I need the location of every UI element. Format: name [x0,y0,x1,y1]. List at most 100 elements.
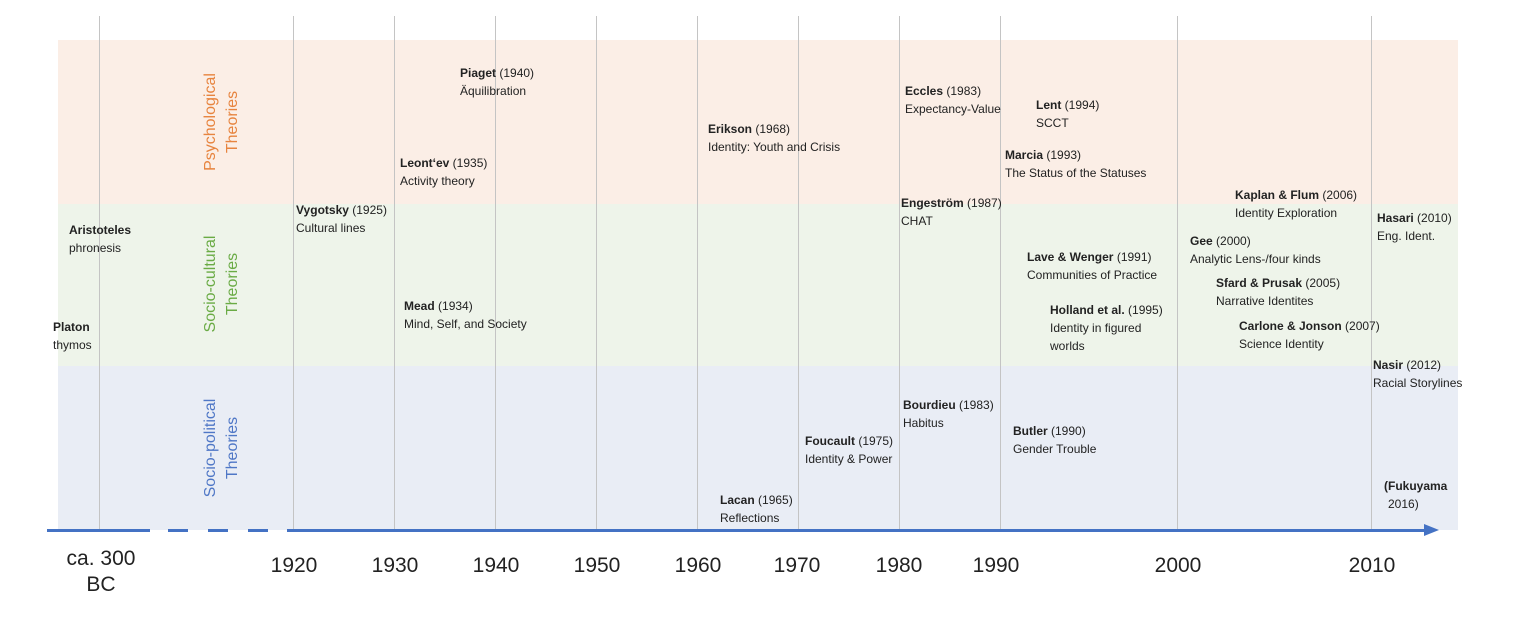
entry-year: (2005) [1302,276,1341,290]
entry-name: Bourdieu [903,398,956,412]
band-label-line: Theories [224,252,241,316]
entry-name: Sfard & Prusak [1216,276,1303,290]
entry-year: (1994) [1061,98,1100,112]
entry-desc: Narrative Identites [1216,294,1314,308]
entry-name: Carlone & Jonson [1239,319,1342,333]
entry-year: (2007) [1341,319,1380,333]
gridline-2000 [1177,16,1178,530]
psychological-band [58,40,1458,204]
entry-butler: Butler (1990) Gender Trouble [1013,422,1096,458]
entry-desc: 2016) [1388,497,1419,511]
entry-year: (1934) [434,299,473,313]
gridline-1980 [899,16,900,530]
entry-engestrom: Engeström (1987) CHAT [901,194,1002,230]
entry-name: Holland et al. [1050,303,1125,317]
entry-year: (1968) [752,122,791,136]
entry-leontev: Leont‘ev (1935) Activity theory [400,154,487,190]
tick-label: 1980 [875,554,923,577]
entry-name: Foucault [805,434,855,448]
axis-arrow-icon [1424,524,1439,536]
entry-desc: Science Identity [1239,337,1324,351]
entry-name: Nasir [1373,358,1404,372]
entry-year: (1991) [1113,250,1152,264]
tick-label: 1970 [773,554,821,577]
entry-lave-wenger: Lave & Wenger (1991) Communities of Prac… [1027,248,1157,284]
entry-name: Eccles [905,84,944,98]
entry-year: (2010) [1413,211,1452,225]
entry-desc: Expectancy-Value [905,102,1001,116]
entry-vygotsky: Vygotsky (1925) Cultural lines [296,201,387,237]
entry-name: Gee [1190,234,1213,248]
entry-name: (Fukuyama [1384,479,1448,493]
entry-year: (1935) [449,156,488,170]
entry-year: (1983) [955,398,994,412]
entry-name: Leont‘ev [400,156,450,170]
axis-line-main [287,529,1427,532]
entry-lacan: Lacan (1965) Reflections [720,491,793,527]
entry-desc: thymos [53,338,92,352]
entry-name: Piaget [460,66,497,80]
axis-dash [248,529,268,532]
entry-desc: Äquilibration [460,84,527,98]
entry-name: Lave & Wenger [1027,250,1114,264]
entry-lent: Lent (1994) SCCT [1036,96,1099,132]
entry-year: (1990) [1047,424,1086,438]
gridline-1940 [495,16,496,530]
entry-desc: Identity: Youth and Crisis [708,140,841,154]
entry-name: Hasari [1377,211,1414,225]
tick-label-ancient: ca. 300 BC [31,546,171,598]
entry-nasir: Nasir (2012) Racial Storylines [1373,356,1462,392]
tick-label: 1920 [270,554,318,577]
entry-desc: SCCT [1036,116,1069,130]
sociopolitical-theories-label: Socio-political Theories [200,368,244,528]
entry-mead: Mead (1934) Mind, Self, and Society [404,297,527,333]
entry-name: Erikson [708,122,753,136]
psychological-theories-label: Psychological Theories [200,42,244,202]
entry-year: (1925) [348,203,387,217]
tick-label: 2010 [1348,554,1396,577]
gridline-1930 [394,16,395,530]
entry-name: Kaplan & Flum [1235,188,1320,202]
tick-label: 1940 [472,554,520,577]
entry-name: Butler [1013,424,1048,438]
tick-label: 2000 [1154,554,1202,577]
gridline-ancient [99,16,100,530]
gridline-1950 [596,16,597,530]
entry-gee: Gee (2000) Analytic Lens-/four kinds [1190,232,1321,268]
sociopolitical-band [58,366,1458,530]
tick-label: 1960 [674,554,722,577]
entry-name: Mead [404,299,435,313]
entry-sfard-prusak: Sfard & Prusak (2005) Narrative Identite… [1216,274,1340,310]
band-label-line: Socio-cultural [202,235,219,333]
entry-desc: Reflections [720,511,780,525]
entry-desc: Gender Trouble [1013,442,1097,456]
entry-hasari: Hasari (2010) Eng. Ident. [1377,209,1452,245]
gridline-2010 [1371,16,1372,530]
entry-year: (1975) [855,434,894,448]
entry-year: (1965) [754,493,793,507]
entry-desc: Racial Storylines [1373,376,1463,390]
tick-label-line: BC [86,573,116,596]
sociocultural-band [58,204,1458,366]
entry-desc: worlds [1050,339,1085,353]
entry-desc: Cultural lines [296,221,366,235]
entry-desc: Analytic Lens-/four kinds [1190,252,1321,266]
entry-name: Engeström [901,196,964,210]
entry-desc: Mind, Self, and Society [404,317,527,331]
entry-desc: phronesis [69,241,122,255]
band-label-line: Psychological [202,73,219,171]
entry-desc: Identity in figured [1050,321,1142,335]
entry-aristoteles: Aristoteles phronesis [69,221,131,257]
entry-desc: The Status of the Statuses [1005,166,1147,180]
entry-marcia: Marcia (1993) The Status of the Statuses [1005,146,1146,182]
axis-dash [208,529,228,532]
entry-name: Lent [1036,98,1062,112]
sociocultural-theories-label: Socio-cultural Theories [200,204,244,364]
entry-piaget: Piaget (1940) Äquilibration [460,64,534,100]
entry-desc: Eng. Ident. [1377,229,1436,243]
entry-eccles: Eccles (1983) Expectancy-Value [905,82,1001,118]
entry-year: (1987) [963,196,1002,210]
entry-kaplan-flum: Kaplan & Flum (2006) Identity Exploratio… [1235,186,1357,222]
tick-label: 1990 [972,554,1020,577]
axis-dash [168,529,188,532]
